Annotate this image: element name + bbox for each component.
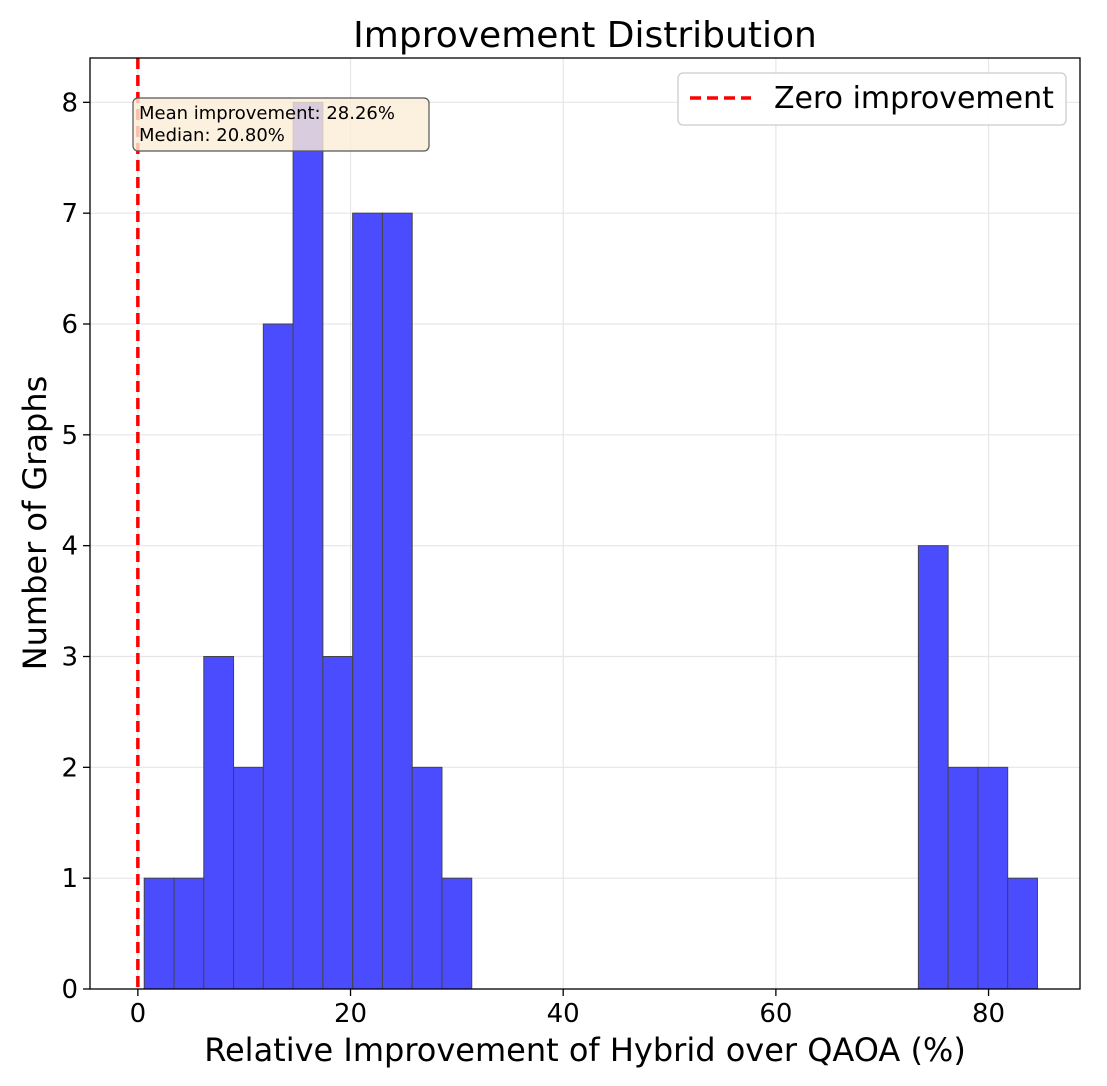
- x-axis-ticks: 0 20 40 60 80: [130, 989, 1005, 1029]
- histogram-bar-3: [233, 766, 264, 990]
- x-tick-label-80: 80: [972, 999, 1005, 1029]
- x-tick-label-20: 20: [334, 999, 367, 1029]
- y-axis-ticks: 0 1 2 3 4 5 6 7 8: [61, 88, 90, 1005]
- annotation-median: Median: 20.80%: [139, 125, 285, 146]
- plot-frame: [89, 57, 1081, 990]
- annotation-box: [132, 97, 430, 152]
- histogram-bar-2: [203, 656, 235, 990]
- y-tick-label-7: 7: [61, 199, 78, 229]
- histogram-bar-10: [441, 877, 473, 990]
- histogram-bar-9: [411, 766, 443, 990]
- x-tick-label-40: 40: [547, 999, 580, 1029]
- y-tick-label-3: 3: [61, 643, 78, 673]
- histogram-bar-12: [947, 766, 979, 990]
- histogram-bar-0: [143, 877, 175, 990]
- y-tick-label-1: 1: [61, 864, 78, 894]
- histogram-bar-14: [1007, 877, 1038, 990]
- y-tick-label-2: 2: [61, 753, 78, 783]
- y-tick-label-8: 8: [61, 88, 78, 118]
- histogram-bar-7: [352, 212, 383, 990]
- y-tick-label-5: 5: [61, 421, 78, 451]
- histogram-bar-8: [381, 212, 413, 990]
- legend-entry-zero-improvement: Zero improvement: [774, 81, 1054, 116]
- y-tick-label-4: 4: [61, 532, 78, 562]
- x-tick-label-60: 60: [759, 999, 792, 1029]
- histogram-bar-4: [262, 323, 294, 990]
- histogram-bar-5: [292, 101, 324, 990]
- annotation-mean: Mean improvement: 28.26%: [139, 103, 395, 124]
- histogram-bar-13: [977, 766, 1009, 990]
- y-tick-label-6: 6: [61, 310, 78, 340]
- y-tick-label-0: 0: [61, 975, 78, 1005]
- histogram-bar-6: [322, 656, 354, 990]
- x-axis-label: Relative Improvement of Hybrid over QAOA…: [204, 1031, 966, 1069]
- histogram-bar-11: [917, 545, 949, 990]
- legend: Zero improvement: [677, 72, 1067, 126]
- histogram-bar-1: [173, 877, 205, 990]
- x-tick-label-0: 0: [130, 999, 147, 1029]
- stats-annotation: Mean improvement: 28.26% Median: 20.80%: [132, 97, 430, 152]
- legend-box: [677, 72, 1067, 126]
- chart-title: Improvement Distribution: [353, 15, 817, 56]
- bars: [143, 101, 1038, 990]
- y-axis-label: Number of Graphs: [16, 376, 54, 671]
